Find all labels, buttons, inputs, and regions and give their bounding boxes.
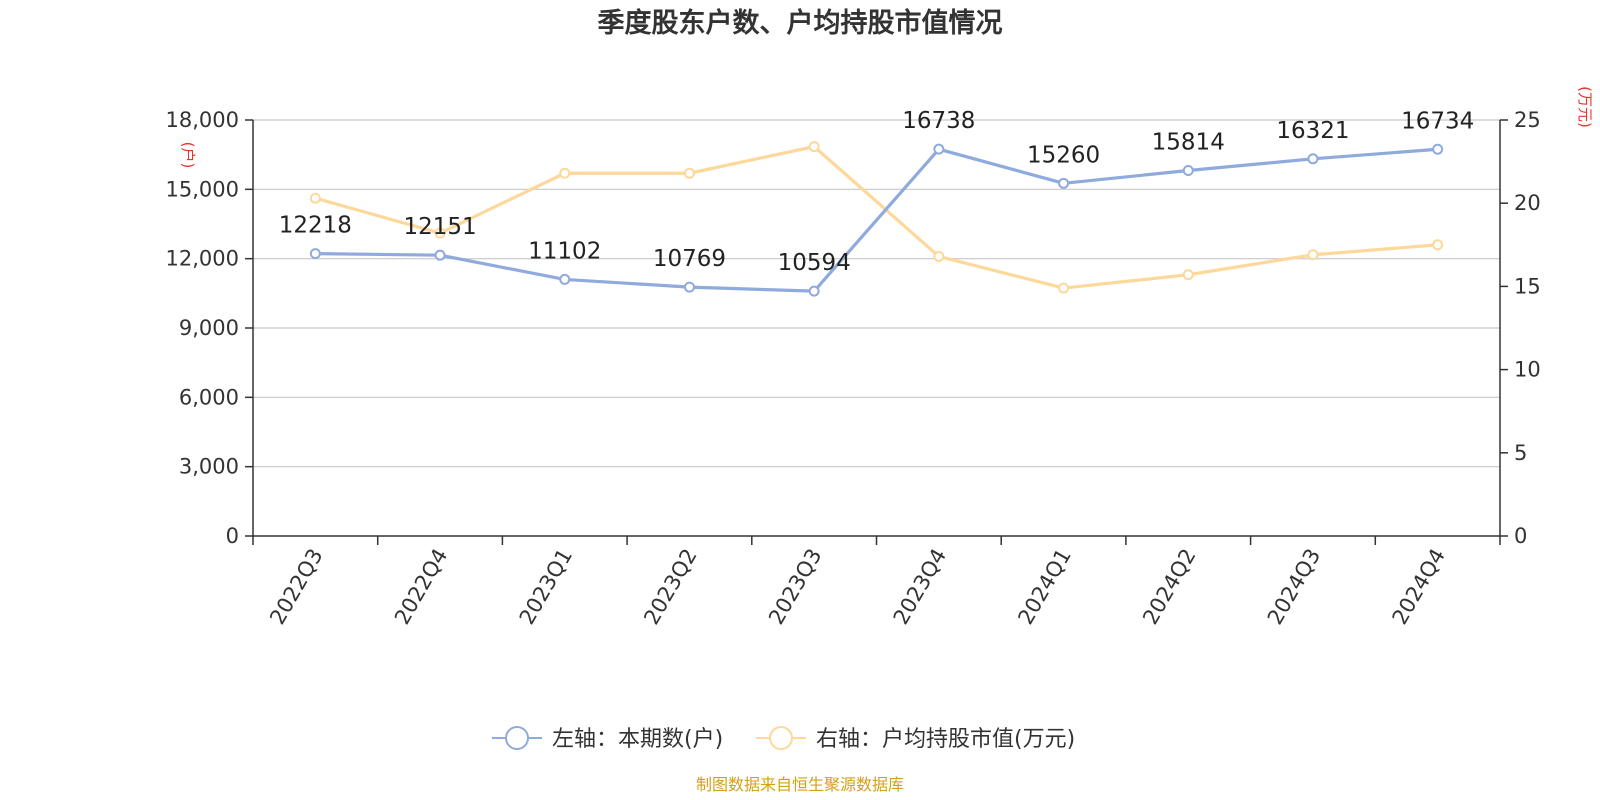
left-tick-label: 0 <box>226 524 239 548</box>
source-note: 制图数据来自恒生聚源数据库 <box>696 775 904 794</box>
x-tick-label: 2023Q3 <box>764 545 826 629</box>
left-tick-label: 15,000 <box>166 177 239 201</box>
avg-holding-value-line <box>314 145 1438 290</box>
holder-count-point <box>1432 143 1444 155</box>
left-tick-label: 6,000 <box>179 385 239 409</box>
legend-item[interactable]: 左轴：本期数(户) <box>492 726 723 752</box>
holder-count-point <box>808 285 820 297</box>
right-tick-label: 0 <box>1514 524 1527 548</box>
data-label: 16734 <box>1401 108 1474 134</box>
avg-holding-value-point <box>434 227 446 239</box>
x-tick-label: 2022Q4 <box>390 545 452 629</box>
left-tick-label: 18,000 <box>166 108 239 132</box>
avg-holding-value-point <box>1182 269 1194 281</box>
avg-holding-value-point <box>559 167 571 179</box>
right-tick-label: 5 <box>1514 441 1527 465</box>
left-tick-label: 3,000 <box>179 455 239 479</box>
holder-count-point <box>1307 153 1319 165</box>
legend[interactable]: 左轴：本期数(户) 右轴：户均持股市值(万元) <box>492 726 1075 752</box>
legend-marker-icon <box>505 726 529 750</box>
x-tick-label: 2023Q1 <box>515 545 577 629</box>
right-axis-unit: (万元) <box>1576 86 1594 128</box>
right-tick-label: 25 <box>1514 108 1541 132</box>
holder-count-point <box>309 248 321 260</box>
holder-count-point <box>683 281 695 293</box>
data-label: 10769 <box>653 246 726 272</box>
chart-title: 季度股东户数、户均持股市值情况 <box>598 7 1003 39</box>
right-tick-label: 15 <box>1514 274 1541 298</box>
data-label: 15814 <box>1152 130 1225 156</box>
avg-holding-value-point <box>1307 249 1319 261</box>
data-label: 12218 <box>279 213 352 239</box>
holder-count-point <box>559 273 571 285</box>
holder-count-line <box>315 147 1438 293</box>
avg-holding-value-point <box>1058 282 1070 294</box>
avg-holding-value-point <box>1432 239 1444 251</box>
holder-count-point <box>1058 177 1070 189</box>
x-tick-label: 2024Q3 <box>1263 545 1325 629</box>
avg-holding-value-point <box>309 192 321 204</box>
left-tick-label: 12,000 <box>166 247 239 271</box>
right-tick-label: 10 <box>1514 358 1541 382</box>
legend-marker-icon <box>769 726 793 750</box>
data-label: 16738 <box>902 108 975 134</box>
data-label: 11102 <box>528 238 601 264</box>
legend-label: 右轴：户均持股市值(万元) <box>816 727 1075 752</box>
data-label: 10594 <box>778 250 851 276</box>
data-label: 12151 <box>403 214 476 240</box>
axes: 0 3,000 6,000 9,000 12,000 15,000 18,000 0 5 10 15… <box>166 108 1541 629</box>
data-label: 15260 <box>1027 142 1100 168</box>
x-tick-label: 2022Q3 <box>265 545 327 629</box>
x-tick-label: 2023Q2 <box>639 545 701 629</box>
left-tick-label: 9,000 <box>179 316 239 340</box>
x-tick-label: 2024Q1 <box>1013 545 1075 629</box>
grid-lines <box>253 119 1500 468</box>
series-layer <box>309 141 1444 297</box>
legend-item[interactable]: 右轴：户均持股市值(万元) <box>756 726 1075 752</box>
x-tick-label: 2024Q4 <box>1388 545 1450 629</box>
left-axis-unit: (户) <box>179 142 197 169</box>
avg-holding-value-point <box>933 250 945 262</box>
x-tick-label: 2023Q4 <box>889 545 951 629</box>
avg-holding-value-point <box>683 167 695 179</box>
holder-count-point <box>434 249 446 261</box>
holder-count-point <box>933 143 945 155</box>
avg-holding-value-point <box>808 141 820 153</box>
x-tick-label: 2024Q2 <box>1138 545 1200 629</box>
data-labels: 12218 12151 11102 10769 10594 16738 15260 15814… <box>279 108 1474 276</box>
right-tick-label: 20 <box>1514 191 1541 215</box>
holder-count-point <box>1182 165 1194 177</box>
data-label: 16321 <box>1276 118 1349 144</box>
legend-label: 左轴：本期数(户) <box>552 727 723 752</box>
